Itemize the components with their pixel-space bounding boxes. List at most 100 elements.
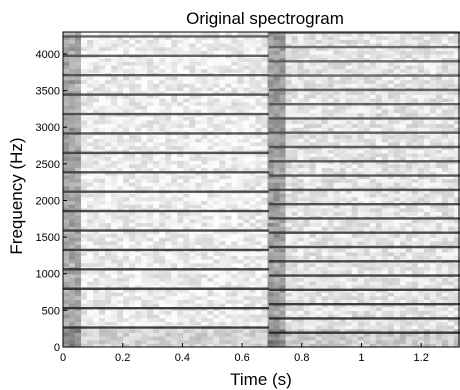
spectrogram-cell: [261, 196, 269, 202]
spectrogram-cell: [315, 336, 323, 341]
spectrogram-cell: [81, 64, 88, 70]
spectrogram-cell: [87, 123, 94, 128]
spectrogram-cell: [111, 160, 118, 165]
spectrogram-cell: [123, 39, 130, 44]
spectrogram-cell: [375, 314, 383, 319]
spectrogram-cell: [249, 149, 257, 154]
spectrogram-cell: [99, 332, 106, 337]
spectrogram-cell: [279, 94, 287, 99]
spectrogram-cell: [273, 314, 281, 319]
spectrogram-cell: [189, 46, 196, 51]
spectrogram-cell: [141, 101, 148, 106]
spectrogram-cell: [333, 207, 341, 213]
spectrogram-cell: [81, 35, 88, 40]
spectrogram-cell: [69, 299, 76, 304]
spectrogram-cell: [117, 299, 124, 304]
spectrogram-cell: [357, 112, 365, 117]
spectrogram-cell: [177, 222, 184, 227]
spectrogram-cell: [273, 134, 281, 139]
spectrogram-cell: [201, 39, 208, 44]
spectrogram-cell: [171, 226, 178, 231]
spectrogram-cell: [249, 284, 257, 289]
spectrogram-cell: [363, 174, 371, 180]
spectrogram-cell: [117, 86, 124, 92]
spectrogram-cell: [255, 303, 263, 308]
spectrogram-cell: [393, 343, 401, 348]
spectrogram-cell: [123, 123, 130, 128]
spectrogram-cell: [81, 237, 88, 242]
spectrogram-cell: [105, 138, 112, 143]
spectrogram-cell: [243, 222, 251, 227]
spectrogram-cell: [321, 299, 329, 304]
spectrogram-cell: [99, 119, 106, 125]
spectrogram-cell: [99, 321, 106, 326]
spectrogram-cell: [291, 64, 299, 70]
spectrogram-cell: [357, 226, 365, 231]
spectrogram-cell: [405, 284, 413, 289]
spectrogram-cell: [285, 211, 293, 216]
spectrogram-cell: [93, 196, 100, 202]
spectrogram-cell: [219, 167, 227, 172]
spectrogram-cell: [285, 178, 293, 183]
spectrogram-cell: [393, 123, 401, 128]
spectrogram-cell: [231, 105, 239, 110]
spectrogram-cell: [177, 46, 184, 51]
spectrogram-cell: [327, 262, 335, 268]
spectrogram-cell: [387, 178, 395, 183]
spectrogram-cell: [87, 163, 94, 169]
spectrogram-cell: [255, 174, 263, 180]
spectrogram-cell: [345, 299, 353, 304]
spectrogram-cell: [195, 251, 202, 257]
spectrogram-cell: [267, 97, 275, 103]
spectrogram-cell: [321, 328, 329, 333]
spectrogram-cell: [333, 149, 341, 154]
spectrogram-cell: [117, 127, 124, 132]
spectrogram-cell: [123, 149, 130, 154]
spectrogram-cell: [381, 295, 389, 300]
spectrogram-cell: [375, 226, 383, 231]
spectrogram-cell: [279, 39, 287, 44]
spectrogram-cell: [93, 288, 100, 293]
spectrogram-cell: [63, 317, 70, 322]
spectrogram-cell: [315, 53, 323, 59]
spectrogram-cell: [75, 277, 82, 282]
spectrogram-cell: [267, 233, 275, 238]
spectrogram-cell: [339, 292, 347, 297]
spectrogram-cell: [183, 292, 190, 297]
spectrogram-cell: [75, 292, 82, 297]
spectrogram-cell: [63, 116, 70, 121]
spectrogram-cell: [351, 182, 359, 187]
spectrogram-cell: [393, 204, 401, 209]
spectrogram-cell: [93, 277, 100, 282]
spectrogram-cell: [201, 185, 208, 191]
spectrogram-cell: [213, 211, 220, 216]
spectrogram-cell: [63, 108, 70, 114]
spectrogram-cell: [399, 317, 407, 322]
spectrogram-cell: [303, 97, 311, 103]
spectrogram-cell: [255, 75, 263, 81]
spectrogram-cell: [381, 174, 389, 180]
spectrogram-cell: [303, 75, 311, 81]
spectrogram-cell: [387, 226, 395, 231]
spectrogram-cell: [81, 185, 88, 191]
spectrogram-cell: [369, 39, 377, 44]
spectrogram-cell: [219, 116, 227, 121]
spectrogram-cell: [117, 259, 124, 264]
spectrogram-cell: [363, 35, 371, 40]
spectrogram-cell: [345, 233, 353, 238]
spectrogram-cell: [345, 83, 353, 88]
spectrogram-cell: [135, 101, 142, 106]
spectrogram-cell: [393, 200, 401, 205]
spectrogram-cell: [399, 171, 407, 176]
spectrogram-cell: [351, 112, 359, 117]
spectrogram-cell: [309, 105, 317, 110]
spectrogram-cell: [147, 160, 154, 165]
spectrogram-cell: [111, 94, 118, 99]
spectrogram-cell: [267, 343, 275, 348]
spectrogram-cell: [99, 281, 106, 286]
spectrogram-cell: [369, 277, 377, 282]
spectrogram-cell: [87, 259, 94, 264]
spectrogram-cell: [105, 244, 112, 249]
spectrogram-cell: [87, 185, 94, 191]
spectrogram-cell: [201, 83, 208, 88]
